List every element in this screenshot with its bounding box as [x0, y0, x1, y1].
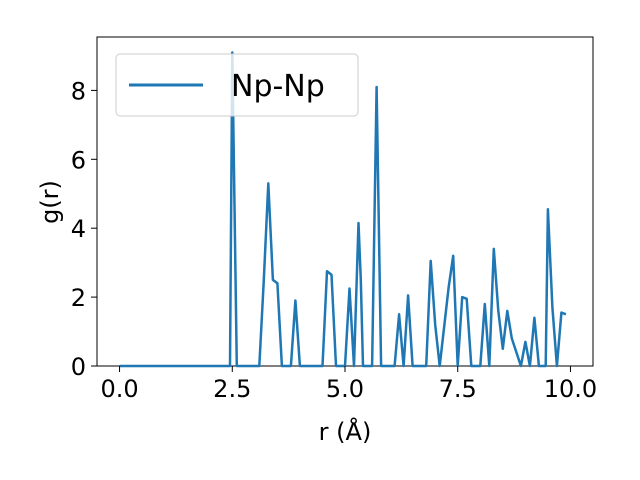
legend-box [115, 53, 359, 117]
x-tick-label: 5.0 [326, 375, 364, 403]
y-tick-label: 6 [71, 146, 86, 174]
x-axis: 0.0 2.5 5.0 7.5 10.0 [100, 366, 597, 403]
x-tick-label: 2.5 [213, 375, 251, 403]
legend-label: Np-Np [231, 69, 325, 104]
y-axis-label: g(r) [36, 180, 64, 224]
x-axis-label: r (Å) [319, 417, 372, 446]
legend: Np-Np [115, 53, 359, 117]
y-tick-label: 0 [71, 353, 86, 381]
y-tick-label: 4 [71, 215, 86, 243]
y-tick-label: 8 [71, 77, 86, 105]
x-tick-label: 10.0 [544, 375, 597, 403]
y-tick-label: 2 [71, 284, 86, 312]
series-layer [119, 51, 567, 368]
x-tick-label: 7.5 [439, 375, 477, 403]
y-axis: 0 2 4 6 8 [71, 77, 97, 381]
series-line-np-np [119, 51, 567, 368]
x-tick-label: 0.0 [100, 375, 138, 403]
